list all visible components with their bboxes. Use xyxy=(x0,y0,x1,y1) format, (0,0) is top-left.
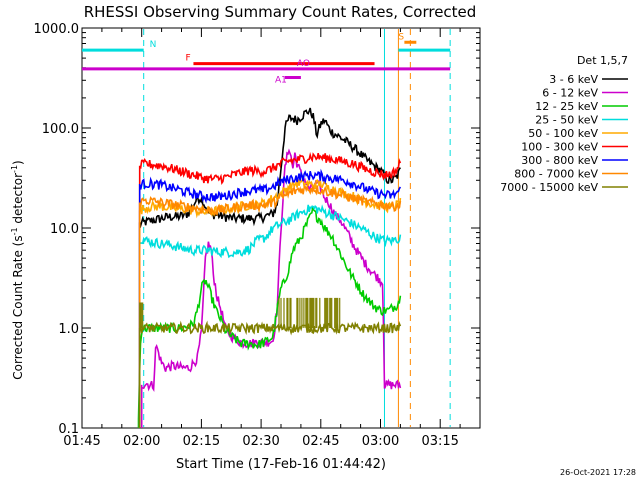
legend-label: 12 - 25 keV xyxy=(535,100,598,113)
series-line xyxy=(138,168,402,428)
x-tick-label: 01:45 xyxy=(63,434,100,449)
series-line xyxy=(138,204,402,428)
legend-item: 50 - 100 keV xyxy=(528,127,628,140)
series-0 xyxy=(138,107,402,428)
x-tick-label: 03:15 xyxy=(421,434,458,449)
x-tick-label: 02:45 xyxy=(302,434,339,449)
series-6 xyxy=(138,168,402,428)
y-tick-label: 100.0 xyxy=(42,122,79,137)
legend-item: 3 - 6 keV xyxy=(549,73,628,86)
flag-label: AO xyxy=(297,59,310,69)
flag-label: N xyxy=(150,40,157,50)
x-tick-label: 02:15 xyxy=(183,434,220,449)
y-tick-label: 1000.0 xyxy=(34,22,80,37)
flag-label: S xyxy=(398,32,404,42)
flag-label: F xyxy=(185,54,190,64)
series-8 xyxy=(138,297,402,428)
footer-date: 26-Oct-2021 17:28 xyxy=(560,468,636,477)
legend-label: 800 - 7000 keV xyxy=(514,168,598,181)
series-1 xyxy=(140,148,402,428)
legend-label: 300 - 800 keV xyxy=(521,154,598,167)
legend-item: 300 - 800 keV xyxy=(521,154,628,167)
svg-text:Corrected Count Rate (s-1 dete: Corrected Count Rate (s-1 detector-1) xyxy=(10,160,25,379)
legend-item: 12 - 25 keV xyxy=(535,100,628,113)
legend-label: 25 - 50 keV xyxy=(535,114,598,127)
legend-item: 7000 - 15000 keV xyxy=(500,181,628,194)
legend-label: 100 - 300 keV xyxy=(521,141,598,154)
x-tick-label: 02:00 xyxy=(123,434,160,449)
legend-title: Det 1,5,7 xyxy=(577,54,628,67)
legend-item: 800 - 7000 keV xyxy=(514,168,628,181)
legend-item: 100 - 300 keV xyxy=(521,141,628,154)
x-tick-label: 02:30 xyxy=(242,434,279,449)
series-5 xyxy=(138,152,402,428)
legend-label: 50 - 100 keV xyxy=(528,127,598,140)
legend-label: 6 - 12 keV xyxy=(542,87,598,100)
legend-item: 6 - 12 keV xyxy=(542,87,628,100)
y-tick-label: 10.0 xyxy=(50,222,79,237)
series-line xyxy=(138,183,402,428)
legend-item: 25 - 50 keV xyxy=(535,114,628,127)
series-line xyxy=(138,107,402,428)
x-tick-label: 03:00 xyxy=(362,434,399,449)
chart-title: RHESSI Observing Summary Count Rates, Co… xyxy=(84,3,477,21)
legend-label: 7000 - 15000 keV xyxy=(500,181,598,194)
series-line xyxy=(138,152,402,428)
x-axis-label: Start Time (17-Feb-16 01:44:42) xyxy=(176,457,386,472)
series-3 xyxy=(138,204,402,428)
series-line xyxy=(138,320,402,428)
flag-label: A1 xyxy=(275,75,287,85)
y-tick-label: 1.0 xyxy=(58,322,79,337)
legend-label: 3 - 6 keV xyxy=(549,73,598,86)
series-7 xyxy=(138,183,402,428)
y-tick-label: 0.1 xyxy=(58,422,79,437)
series-line xyxy=(140,148,402,428)
plot-area: 0.1 1.0 10.0 100.0 1000.0 01:45 02:00 02:15 02:3… xyxy=(34,22,481,449)
y-axis-label: Corrected Count Rate (s-1 detector-1) xyxy=(10,160,25,379)
